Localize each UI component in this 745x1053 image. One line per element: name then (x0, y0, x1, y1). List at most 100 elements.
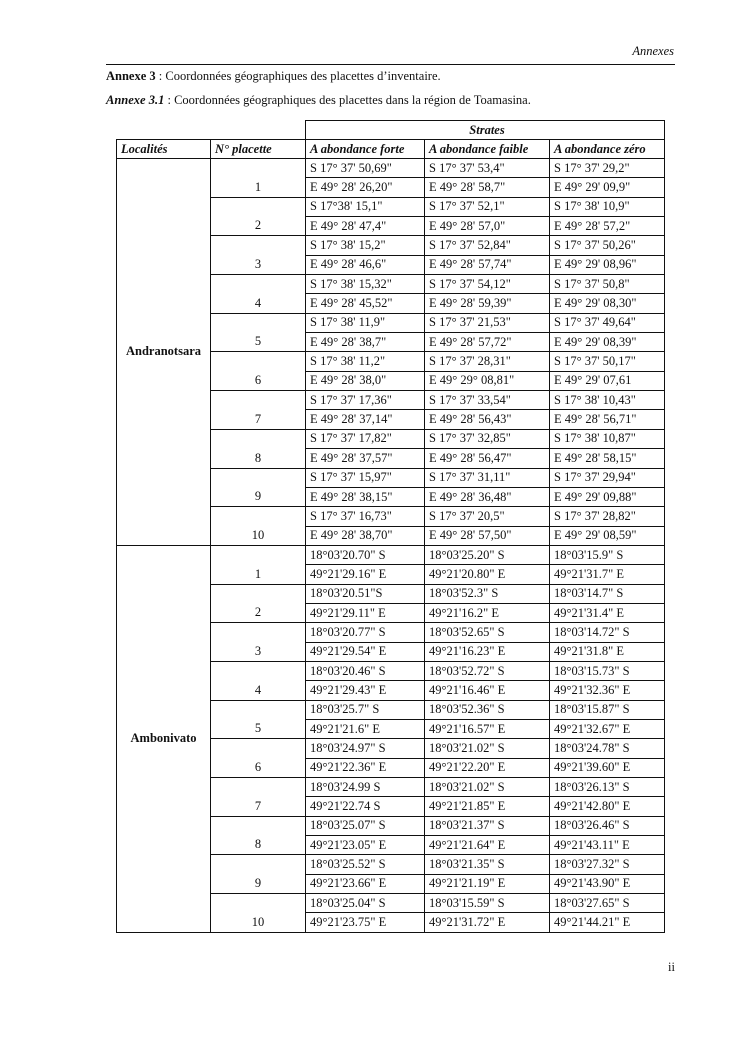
table-row: 7 18°03'24.99 S 18°03'21.02" S 18°03'26.13"… (117, 776, 665, 817)
coordinate-cell-zero: S 17° 37' 49,64" (549, 312, 665, 334)
column-header-forte: A abondance forte (305, 139, 425, 159)
table-row: 49°21'29.54" E 49°21'16.23" E 49°21'31.8" … (117, 641, 665, 662)
coordinate-cell-forte: E 49° 28' 38,15" (305, 486, 425, 508)
coordinate-cell-forte: 49°21'29.16" E (305, 564, 425, 585)
table-row: 49°21'29.16" E 49°21'20.80" E 49°21'31.7" … (117, 564, 665, 585)
running-header: Annexes (632, 44, 674, 58)
coordinate-cell-zero: E 49° 28' 56,71" (549, 409, 665, 430)
table-row: 6 18°03'24.97" S 18°03'21.02" S 18°03'24.78… (117, 738, 665, 778)
coordinate-cell-forte: 18°03'25.7" S (305, 699, 425, 720)
coordinate-cell-forte: 18°03'20.70" S (305, 544, 425, 566)
coordinate-cell-faible: 18°03'52.65" S (424, 622, 550, 643)
coordinate-cell-zero: 18°03'15.87" S (549, 699, 665, 720)
coordinate-cell-forte: 49°21'29.54" E (305, 641, 425, 662)
coordinate-cell-faible: 49°21'16.2" E (424, 602, 550, 624)
coordinate-cell-faible: E 49° 28' 56,43" (424, 409, 550, 430)
coordinate-cell-faible: 49°21'21.85" E (424, 796, 550, 817)
coordinate-cell-faible: 49°21'16.57" E (424, 718, 550, 740)
table-row: E 49° 28' 47,4" E 49° 28' 57,0" E 49° 28' … (117, 216, 665, 237)
page-number: ii (668, 960, 675, 974)
annex-caption: Annexe 3 : Coordonnées géographiques des… (106, 69, 441, 84)
coordinate-cell-zero: 49°21'31.4" E (549, 602, 665, 624)
coordinate-cell-zero: E 49° 29' 09,88" (549, 486, 665, 508)
coordinate-cell-zero: 49°21'43.90" E (549, 873, 665, 895)
placette-number-cell: 2 (210, 196, 306, 237)
table-row: E 49° 28' 38,0" E 49° 29° 08,81" E 49° 29'… (117, 370, 665, 392)
coordinate-cell-forte: 18°03'25.52" S (305, 854, 425, 875)
coordinate-cell-zero: S 17° 37' 28,82" (549, 506, 665, 527)
column-header-zero: A abondance zéro (549, 139, 665, 159)
coordinate-cell-faible: E 49° 28' 57,72" (424, 332, 550, 353)
coordinate-cell-forte: E 49° 28' 26,20" (305, 177, 425, 198)
coordinate-cell-faible: E 49° 29° 08,81" (424, 370, 550, 392)
coordinate-cell-faible: 18°03'21.02" S (424, 776, 550, 798)
table-row: 10 S 17° 37' 16,73" S 17° 37' 20,5" S 17° 3… (117, 506, 665, 546)
coordinate-cell-faible: 18°03'21.02" S (424, 738, 550, 759)
coordinate-cell-zero: E 49° 28' 58,15" (549, 448, 665, 469)
table-row: 5 18°03'25.7" S 18°03'52.36" S 18°03'15.87"… (117, 699, 665, 740)
coordinate-cell-faible: 49°21'31.72" E (424, 912, 550, 933)
sub-annex-label: Annexe 3.1 (106, 93, 165, 107)
coordinate-cell-zero: 18°03'15.73" S (549, 660, 665, 682)
locality-cell: Ambonivato (116, 544, 211, 933)
coordinate-cell-forte: 18°03'24.97" S (305, 738, 425, 759)
coordinate-cell-forte: S 17° 38' 11,2" (305, 351, 425, 372)
coordinate-cell-forte: S 17° 37' 50,69" (305, 157, 425, 179)
coordinate-cell-zero: 49°21'31.8" E (549, 641, 665, 662)
coordinate-cell-zero: S 17° 37' 29,94" (549, 467, 665, 488)
placette-number-cell: 6 (210, 738, 306, 778)
coordinate-cell-forte: 49°21'23.75" E (305, 912, 425, 933)
coordinate-cell-faible: 18°03'52.3" S (424, 583, 550, 604)
coordinate-cell-faible: S 17° 37' 52,84" (424, 235, 550, 256)
coordinate-cell-forte: 49°21'22.74 S (305, 796, 425, 817)
coordinate-cell-faible: 18°03'15.59" S (424, 893, 550, 914)
coordinate-cell-faible: S 17° 37' 21,53" (424, 312, 550, 334)
coordinate-cell-zero: E 49° 29' 08,39" (549, 332, 665, 353)
coordinate-cell-faible: 49°21'22.20" E (424, 757, 550, 779)
coordinate-cell-forte: S 17° 38' 15,32" (305, 274, 425, 295)
coordinate-cell-faible: S 17° 37' 54,12" (424, 274, 550, 295)
coordinate-cell-forte: S 17° 37' 16,73" (305, 506, 425, 527)
coordinate-cell-forte: E 49° 28' 37,14" (305, 409, 425, 430)
placette-number-cell: 8 (210, 428, 306, 469)
placette-number-cell: 5 (210, 312, 306, 353)
coordinate-cell-zero: 18°03'26.13" S (549, 776, 665, 798)
coordinate-cell-zero: S 17° 37' 50,8" (549, 274, 665, 295)
table-row: 49°21'23.66" E 49°21'21.19" E 49°21'43.90"… (117, 873, 665, 895)
coordinate-cell-faible: E 49° 28' 57,74" (424, 254, 550, 276)
coordinate-cell-forte: 49°21'29.11" E (305, 602, 425, 624)
sub-annex-caption: Annexe 3.1 : Coordonnées géographiques d… (106, 93, 531, 108)
placette-number-cell: 1 (210, 158, 306, 198)
table-row: E 49° 28' 38,15" E 49° 28' 36,48" E 49° 29… (117, 486, 665, 508)
coordinate-cell-faible: 49°21'20.80" E (424, 564, 550, 585)
coordinate-cell-forte: E 49° 28' 45,52" (305, 293, 425, 314)
coordinate-cell-forte: 49°21'23.05" E (305, 835, 425, 856)
annex-label: Annexe 3 (106, 69, 156, 83)
coordinate-cell-zero: 18°03'15.9" S (549, 544, 665, 566)
coordinate-cell-faible: 18°03'21.35" S (424, 854, 550, 875)
coordinate-cell-faible: 49°21'16.23" E (424, 641, 550, 662)
coordinate-cell-faible: 49°21'21.64" E (424, 835, 550, 856)
coordinate-cell-zero: 49°21'31.7" E (549, 564, 665, 585)
coordinate-cell-zero: E 49° 29' 08,59" (549, 525, 665, 546)
coordinate-cell-forte: E 49° 28' 46,6" (305, 254, 425, 276)
placette-number-cell: 10 (210, 506, 306, 546)
coordinate-cell-faible: 49°21'16.46" E (424, 680, 550, 701)
coordinate-cell-forte: 18°03'24.99 S (305, 776, 425, 798)
placette-number-cell: 9 (210, 467, 306, 508)
coordinate-cell-faible: S 17° 37' 28,31" (424, 351, 550, 372)
table-row: E 49° 28' 37,14" E 49° 28' 56,43" E 49° 28… (117, 409, 665, 430)
table-row: 9 18°03'25.52" S 18°03'21.35" S 18°03'27.32… (117, 854, 665, 895)
coordinate-cell-zero: 18°03'14.7" S (549, 583, 665, 604)
coordinate-cell-forte: S 17° 38' 15,2" (305, 235, 425, 256)
locality-cell: Andranotsara (116, 158, 211, 546)
coordinate-cell-forte: 49°21'29.43" E (305, 680, 425, 701)
coordinate-cell-zero: E 49° 28' 57,2" (549, 216, 665, 237)
coordinate-cell-zero: E 49° 29' 09,9" (549, 177, 665, 198)
coordinate-cell-zero: E 49° 29' 07,61 (549, 370, 665, 392)
coordinate-cell-forte: 49°21'22.36" E (305, 757, 425, 779)
coordinate-cell-faible: S 17° 37' 53,4" (424, 157, 550, 179)
